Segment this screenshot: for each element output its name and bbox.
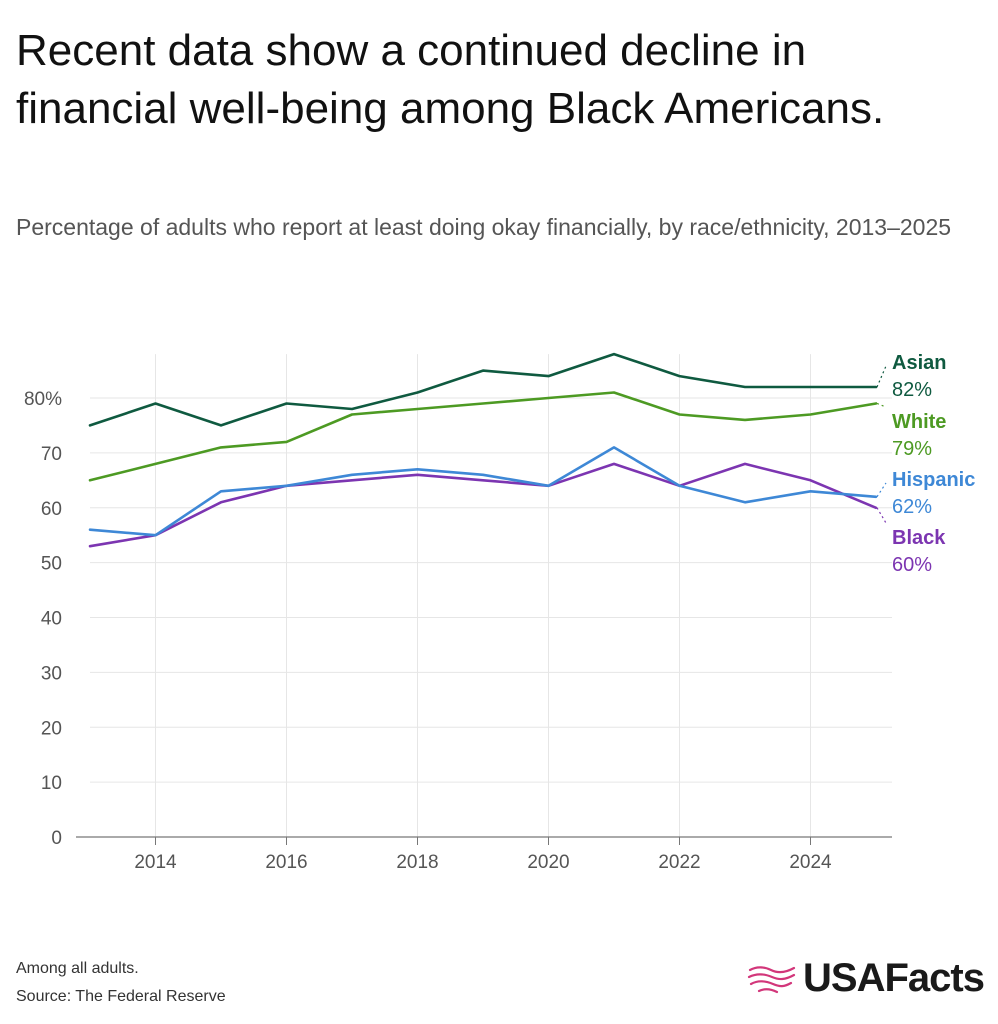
x-tick-label: 2016 <box>265 852 307 873</box>
label-leader-white <box>876 402 887 408</box>
chart-subtitle: Percentage of adults who report at least… <box>16 214 952 240</box>
series-line-hispanic <box>88 446 878 537</box>
x-tick-label: 2020 <box>527 852 569 873</box>
series-value-asian: 82% <box>892 379 932 401</box>
y-tick-label: 40 <box>41 609 62 630</box>
series-label-white: White <box>892 411 946 433</box>
y-tick-label: 30 <box>41 663 62 684</box>
series-label-hispanic: Hispanic <box>892 469 975 491</box>
series-label-black: Black <box>892 527 946 549</box>
y-tick-label: 10 <box>41 773 62 794</box>
series-line-white <box>88 391 878 482</box>
logo-text: USAFacts <box>803 956 985 1000</box>
series-value-hispanic: 62% <box>892 496 932 518</box>
series-label-asian: Asian <box>892 352 946 374</box>
label-leader-asian <box>876 365 887 388</box>
label-leader-black <box>876 507 887 524</box>
y-tick-label: 50 <box>41 554 62 575</box>
y-tick-label: 20 <box>41 718 62 739</box>
x-tick-label: 2014 <box>134 852 177 873</box>
usa-map-icon <box>747 965 796 993</box>
footnote: Among all adults. Source: The Federal Re… <box>16 955 226 1011</box>
x-tick-label: 2022 <box>658 852 700 873</box>
footnote-note: Among all adults. <box>16 960 139 977</box>
series-value-white: 79% <box>892 438 932 460</box>
usafacts-logo: USAFacts <box>747 956 985 1001</box>
y-tick-label: 70 <box>41 444 62 465</box>
x-tick-label: 2024 <box>789 852 832 873</box>
x-tick-label: 2018 <box>396 852 438 873</box>
footnote-source: Source: The Federal Reserve <box>16 988 226 1005</box>
chart-title: Recent data show a continued decline in … <box>16 26 885 133</box>
y-tick-label: 80% <box>24 389 62 410</box>
y-tick-label: 0 <box>51 828 62 849</box>
series-line-asian <box>88 352 878 427</box>
series-line-black <box>88 462 878 548</box>
series-value-black: 60% <box>892 554 932 576</box>
y-tick-label: 60 <box>41 499 62 520</box>
label-leader-hispanic <box>876 482 887 498</box>
